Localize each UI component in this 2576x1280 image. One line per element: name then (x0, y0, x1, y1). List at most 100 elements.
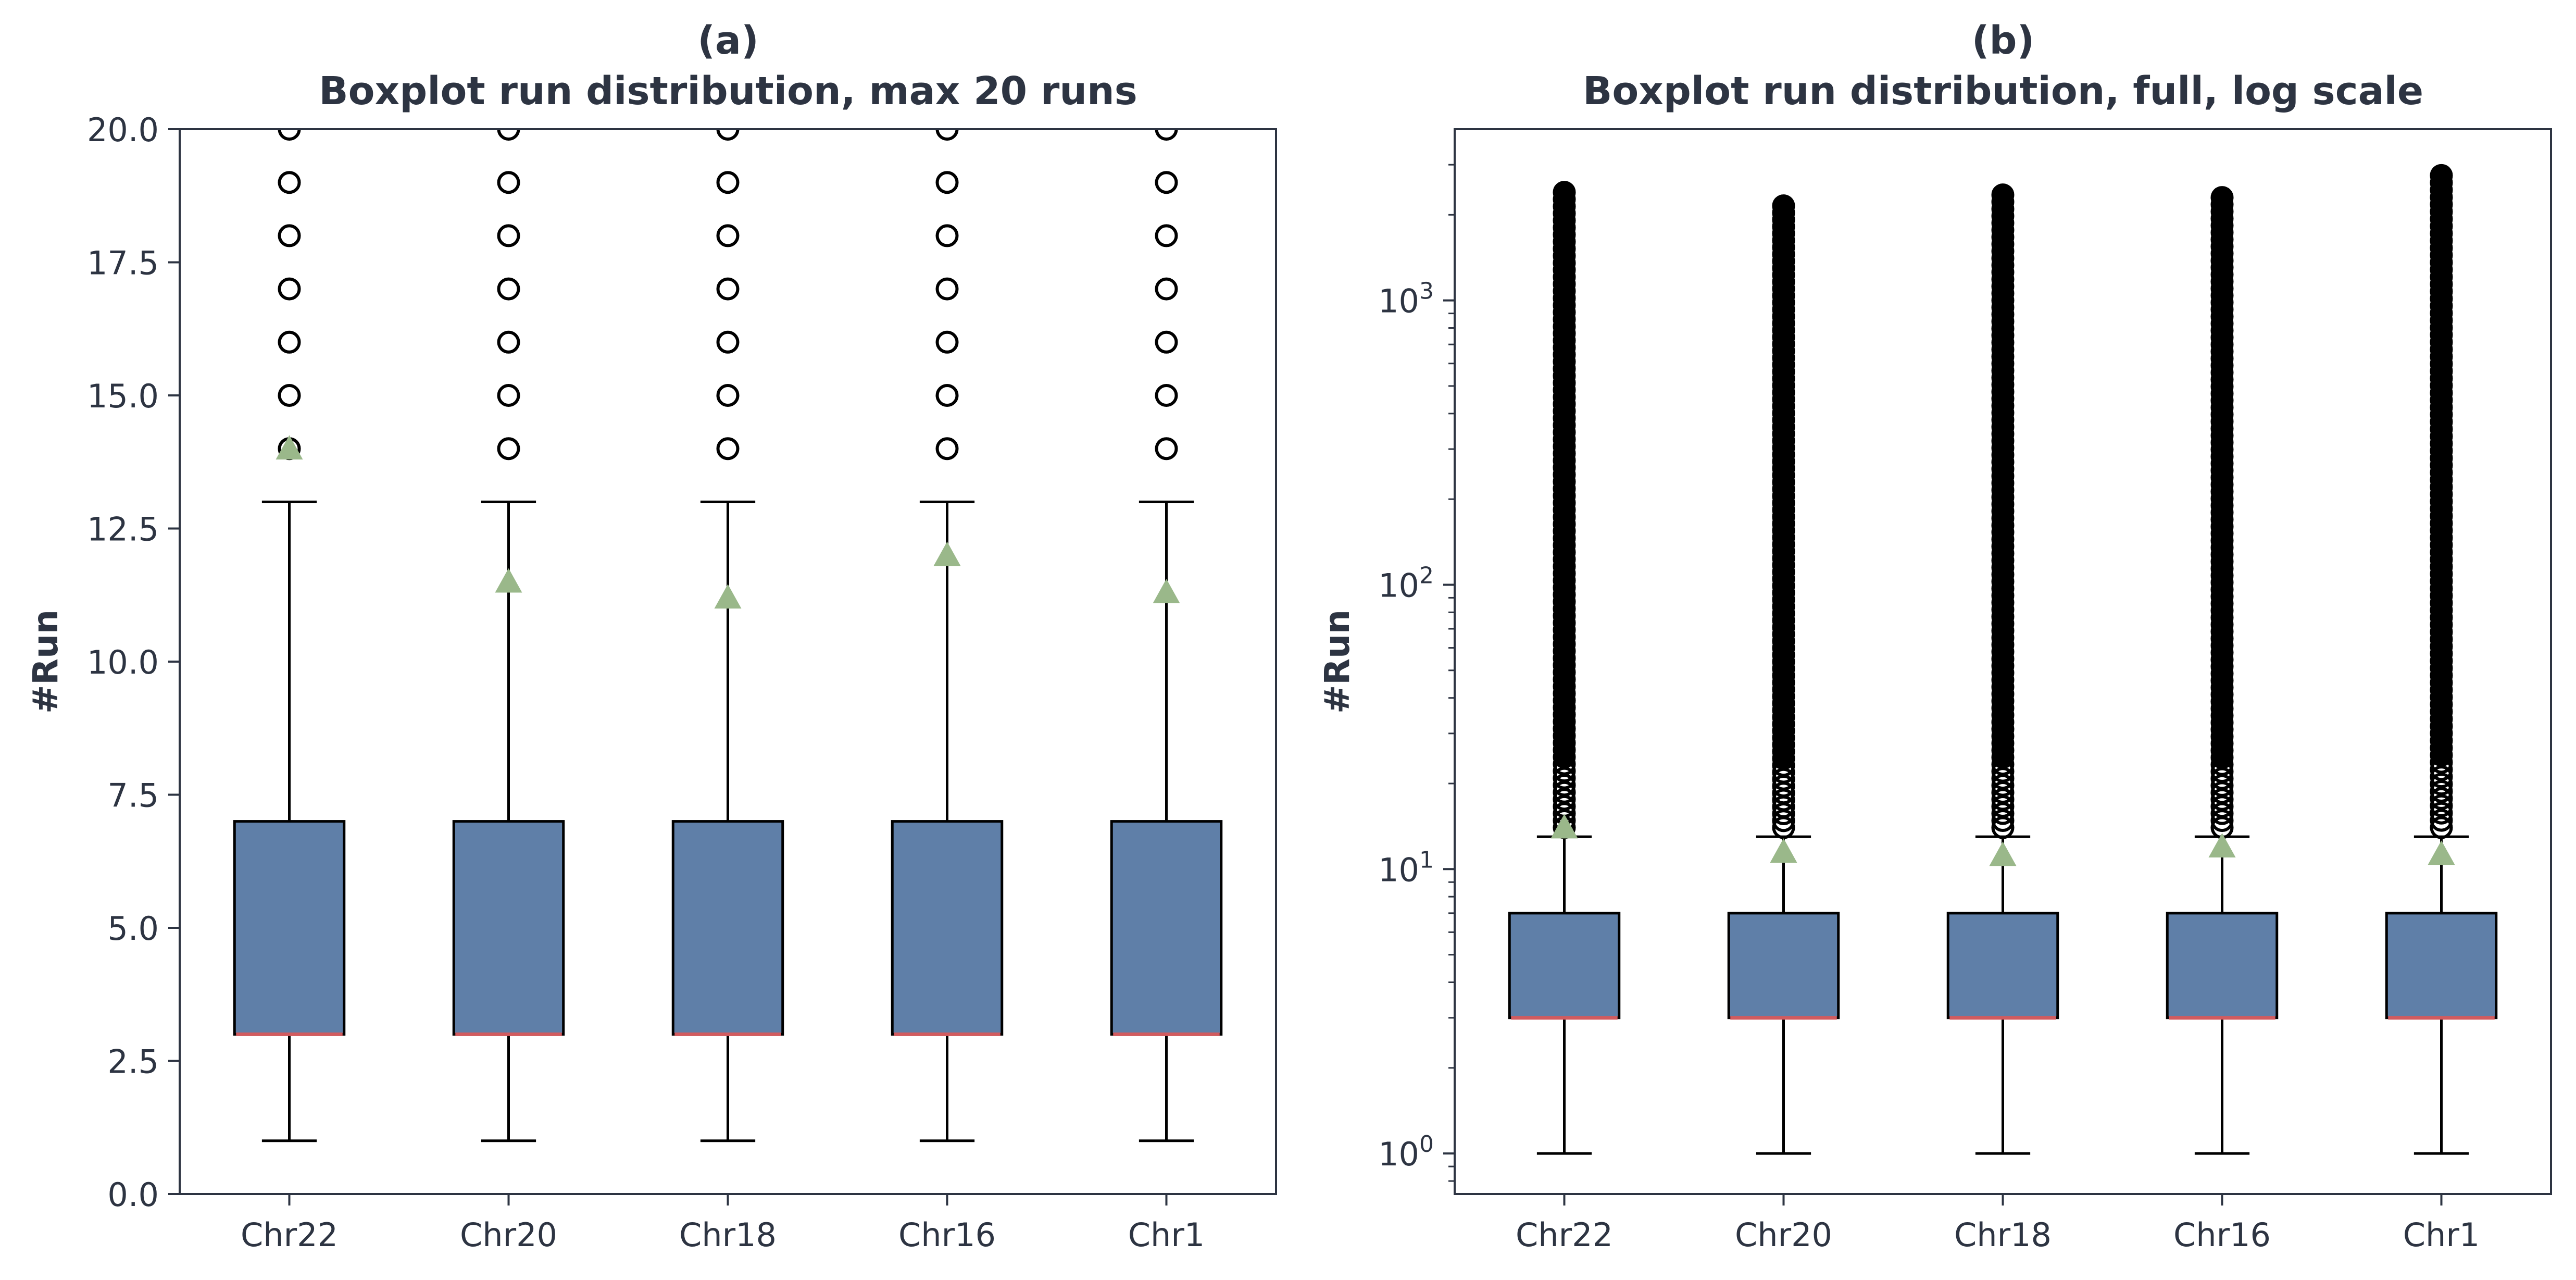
outlier-point (2430, 809, 2453, 832)
outlier-point (716, 384, 740, 407)
panel-a-xtick-label: Chr22 (241, 1216, 338, 1254)
panel-a-ylabel: #Run (26, 610, 66, 714)
iqr-box (1946, 912, 2059, 1020)
panel-b-ytick-label: 103 (1378, 278, 1434, 320)
iqr-box (671, 820, 784, 1036)
panel-b-plot-area (1508, 164, 2498, 1155)
panel-a-frame (179, 128, 1277, 1195)
panel-a-xtick-label: Chr20 (460, 1216, 557, 1254)
outlier-point (2210, 186, 2234, 209)
outlier-point (497, 129, 520, 141)
outlier-point (716, 129, 740, 141)
panel-a-ytick-label: 20.0 (87, 111, 159, 149)
panel-b-x-axis: Chr22 Chr20 Chr18 Chr16 Chr1 (1516, 1194, 2480, 1254)
panel-a-xtick-label: Chr18 (679, 1216, 777, 1254)
panel-b-ytick-label: 101 (1378, 847, 1434, 889)
outlier-point (497, 171, 520, 194)
panel-b-ytick-label: 102 (1378, 562, 1434, 604)
outlier-point (2430, 773, 2453, 796)
outlier-point (2430, 164, 2453, 187)
panel-a-ytick-label: 2.5 (107, 1043, 159, 1081)
panel-a-ytick-label: 5.0 (107, 910, 159, 948)
iqr-box (2385, 912, 2498, 1020)
outlier-point (935, 437, 959, 461)
outlier-point (1772, 194, 1795, 218)
panel-a-title: Boxplot run distribution, max 20 runs (319, 69, 1137, 114)
panel-b-xtick-label: Chr22 (1516, 1216, 1613, 1254)
outlier-point (278, 129, 301, 141)
outlier-point (2430, 779, 2453, 803)
panel-a: (a) Boxplot run distribution, max 20 run… (26, 18, 1277, 1254)
outlier-point (935, 171, 959, 194)
outlier-point (278, 171, 301, 194)
panel-a-box-chr18 (671, 129, 784, 1142)
outlier-point (935, 277, 959, 301)
outlier-point (716, 224, 740, 247)
outlier-point (716, 330, 740, 354)
panel-a-box-chr22 (233, 129, 346, 1142)
outlier-point (1155, 384, 1178, 407)
panel-b-label: (b) (1972, 18, 2035, 63)
panel-b-xtick-label: Chr20 (1735, 1216, 1832, 1254)
outlier-point (2430, 794, 2453, 817)
panel-a-ytick-label: 12.5 (87, 511, 159, 549)
outlier-point (1155, 330, 1178, 354)
panel-b-box-chr16 (2166, 186, 2279, 1155)
panel-b-y-axis: 100 101 102 103 (1378, 164, 1455, 1182)
outlier-point (935, 384, 959, 407)
panel-a-x-axis: Chr22 Chr20 Chr18 Chr16 Chr1 (241, 1194, 1205, 1254)
outlier-point (716, 171, 740, 194)
outlier-point (278, 330, 301, 354)
panel-b-xtick-label: Chr18 (1954, 1216, 2052, 1254)
panel-a-xtick-label: Chr16 (898, 1216, 996, 1254)
panel-a-ytick-label: 15.0 (87, 377, 159, 415)
outlier-point (278, 384, 301, 407)
panel-a-ytick-label: 17.5 (87, 244, 159, 282)
iqr-box (2166, 912, 2279, 1020)
panel-b-boxes (1508, 164, 2498, 1155)
outlier-point (2430, 765, 2453, 789)
panel-a-box-chr1 (1110, 129, 1223, 1142)
panel-a-label: (a) (697, 18, 759, 63)
outlier-point (935, 129, 959, 141)
mean-marker (2208, 833, 2236, 858)
mean-marker (495, 568, 522, 593)
outlier-point (935, 224, 959, 247)
outlier-point (1991, 183, 2015, 207)
outlier-point (2430, 816, 2453, 839)
panel-b-ytick-label: 100 (1378, 1131, 1434, 1173)
mean-marker (1153, 579, 1180, 603)
panel-b-ylabel: #Run (1317, 610, 1357, 714)
outlier-point (1155, 437, 1178, 461)
outlier-point (1553, 181, 1576, 204)
outlier-point (1155, 129, 1178, 141)
panel-a-boxes (233, 129, 1223, 1142)
outlier-point (935, 330, 959, 354)
panel-b-box-chr20 (1727, 194, 1840, 1155)
mean-marker (933, 541, 961, 566)
iqr-box (233, 820, 346, 1036)
mean-marker (1550, 814, 1578, 839)
outlier-point (716, 277, 740, 301)
iqr-box (1110, 820, 1223, 1036)
outlier-point (278, 277, 301, 301)
iqr-box (1727, 912, 1840, 1020)
outlier-point (2430, 801, 2453, 825)
panel-a-ytick-label: 10.0 (87, 643, 159, 681)
panel-b-frame (1454, 128, 2552, 1195)
outlier-point (716, 437, 740, 461)
iqr-box (1508, 912, 1621, 1020)
outlier-point (497, 330, 520, 354)
mean-marker (276, 435, 303, 459)
panel-b: (b) Boxplot run distribution, full, log … (1317, 18, 2552, 1254)
panel-a-ytick-label: 7.5 (107, 777, 159, 815)
panel-b-box-chr22 (1508, 181, 1621, 1155)
iqr-box (891, 820, 1004, 1036)
panel-a-y-axis: 0.0 2.5 5.0 7.5 10.0 12.5 15.0 17.5 20.0 (87, 111, 180, 1214)
panel-b-xtick-label: Chr16 (2173, 1216, 2271, 1254)
outlier-point (497, 384, 520, 407)
outlier-point (497, 224, 520, 247)
outlier-point (278, 224, 301, 247)
